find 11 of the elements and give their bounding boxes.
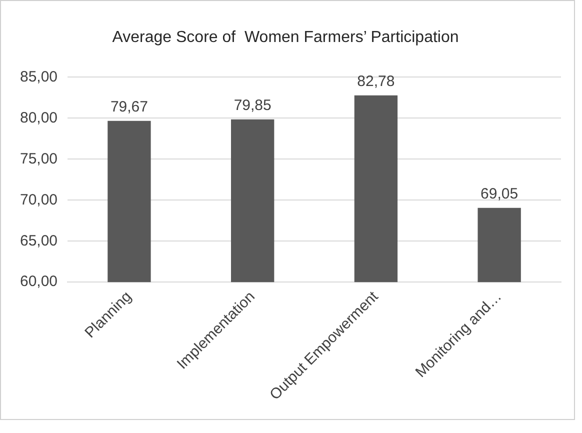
y-tick-label: 70,00	[20, 191, 58, 208]
y-tick-label: 60,00	[20, 273, 58, 290]
data-label: 69,05	[480, 186, 518, 203]
data-label: 79,67	[110, 98, 148, 116]
y-tick-label: 75,00	[20, 150, 58, 168]
y-tick-label: 80,00	[20, 109, 58, 126]
y-tick-label: 85,00	[20, 68, 58, 86]
y-tick-label: 65,00	[20, 232, 58, 250]
data-label: 79,85	[234, 97, 272, 114]
data-label: 82,78	[357, 73, 395, 90]
chart-title: Average Score of Women Farmers’ Participation	[112, 29, 459, 46]
